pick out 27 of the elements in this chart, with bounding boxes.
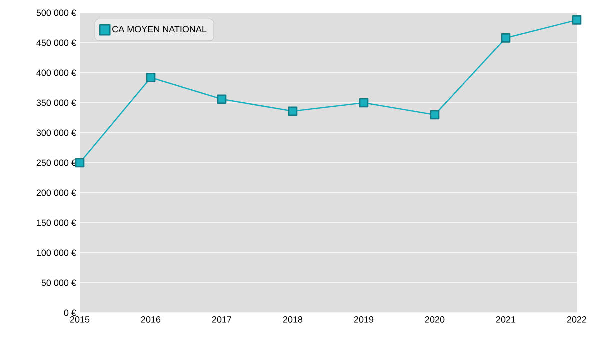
y-tick-label: 350 000 €	[36, 100, 76, 106]
y-tick-label: 500 000 €	[36, 10, 76, 16]
y-tick-label: 150 000 €	[37, 220, 76, 226]
point	[359, 98, 369, 108]
y-tick-label: 100 000 €	[37, 250, 76, 256]
x-tick-label: 2021	[496, 316, 516, 323]
x-tick-label: 2015	[70, 316, 90, 323]
x-tick-label: 2022	[567, 316, 587, 323]
point	[430, 110, 440, 120]
point	[75, 158, 85, 168]
y-tick-label: 50 000 €	[42, 280, 76, 286]
point	[288, 106, 298, 116]
point	[146, 73, 156, 82]
y-tick-label: 0 €	[64, 310, 76, 316]
x-tick-label: 2018	[283, 316, 303, 323]
point	[572, 16, 582, 25]
y-tick-label: 200 000 €	[36, 190, 76, 196]
x-tick-label: 2017	[212, 316, 232, 323]
point	[501, 34, 511, 43]
y-tick-label: 300 000 €	[36, 130, 76, 136]
x-tick-label: 2016	[141, 316, 161, 323]
x-tick-label: 2019	[354, 316, 374, 323]
legend-label: CA MOYEN NATIONAL	[112, 26, 207, 33]
point	[217, 94, 227, 104]
x-tick-label: 2020	[425, 316, 445, 323]
y-tick-label: 450 000 €	[36, 40, 76, 46]
y-tick-label: 400 000 €	[36, 70, 76, 76]
